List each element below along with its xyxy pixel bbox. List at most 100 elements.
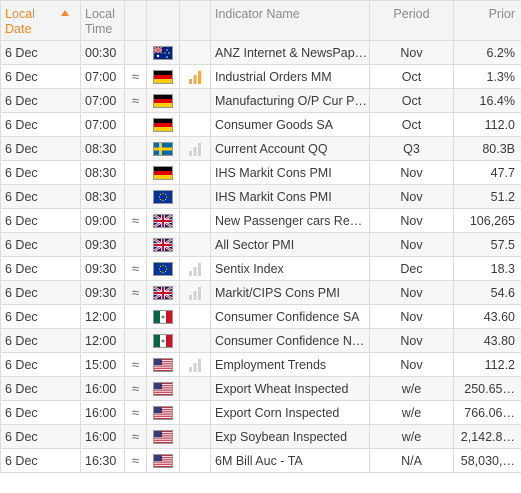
country-cell	[146, 304, 180, 329]
impact-cell	[179, 88, 211, 113]
country-cell	[146, 400, 180, 425]
column-header-local-date[interactable]: Local Date	[0, 0, 81, 41]
indicator-name-cell[interactable]: Sentix Index	[210, 256, 370, 281]
column-header-local-time[interactable]: Local Time	[80, 0, 125, 41]
indicator-name-cell[interactable]: New Passenger cars Reg…	[210, 208, 370, 233]
indicator-name-cell[interactable]: Industrial Orders MM	[210, 64, 370, 89]
date-cell: 6 Dec	[0, 256, 81, 281]
indicator-name-cell[interactable]: Current Account QQ	[210, 136, 370, 161]
indicator-name-cell[interactable]: All Sector PMI	[210, 232, 370, 257]
impact-cell	[179, 376, 211, 401]
time-cell: 15:00	[80, 352, 125, 377]
indicator-name-cell[interactable]: IHS Markit Cons PMI	[210, 160, 370, 185]
table-row[interactable]: 6 Dec 16:30 ≈6M Bill Auc - TA N/A 58,030,…	[0, 448, 521, 473]
table-row[interactable]: 6 Dec 16:00 ≈ Exp Soybean Inspected w/e 2,142…	[0, 424, 521, 449]
table-row[interactable]: 6 Dec 00:30 ANZ Internet & NewsPap… Nov 6.2%	[0, 40, 521, 65]
time-cell: 09:30	[80, 232, 125, 257]
column-header-period[interactable]: Period	[369, 0, 454, 41]
impact-cell	[179, 64, 211, 89]
impact-cell	[179, 352, 211, 377]
impact-cell	[179, 112, 211, 137]
revision-indicator: ≈	[124, 208, 147, 233]
period-cell: w/e	[369, 376, 454, 401]
table-row[interactable]: 6 Dec 09:30 All Sector PMI Nov 57.5	[0, 232, 521, 257]
table-row[interactable]: 6 Dec 08:30 IHS Markit Cons PMI Nov 47.7	[0, 160, 521, 185]
impact-cell	[179, 328, 211, 353]
table-row[interactable]: 6 Dec 08:30 IHS Markit Cons PMI Nov 51.2	[0, 184, 521, 209]
table-row[interactable]: 6 Dec 16:00 ≈ Export Wheat Inspected w/e 250.…	[0, 376, 521, 401]
table-row[interactable]: 6 Dec 07:00 Consumer Goods SA Oct 112.0	[0, 112, 521, 137]
indicator-name-cell[interactable]: Manufacturing O/P Cur P…	[210, 88, 370, 113]
date-cell: 6 Dec	[0, 208, 81, 233]
impact-cell	[179, 160, 211, 185]
time-cell: 12:00	[80, 304, 125, 329]
prior-cell: 58,030,…	[453, 448, 521, 473]
impact-cell	[179, 136, 211, 161]
indicator-name-cell[interactable]: Markit/CIPS Cons PMI	[210, 280, 370, 305]
period-cell: Nov	[369, 160, 454, 185]
table-row[interactable]: 6 Dec 09:30 ≈ Sentix Index Dec 18.3	[0, 256, 521, 281]
sort-ascending-icon	[61, 10, 69, 16]
table-row[interactable]: 6 Dec 08:30 Current Account QQ Q3 80.3B	[0, 136, 521, 161]
country-cell	[146, 376, 180, 401]
prior-cell: 106,265	[453, 208, 521, 233]
impact-bars-icon	[188, 286, 202, 300]
date-cell: 6 Dec	[0, 424, 81, 449]
table-row[interactable]: 6 Dec 07:00 ≈ Manufacturing O/P Cur P… Oct 16…	[0, 88, 521, 113]
prior-cell: 18.3	[453, 256, 521, 281]
germany-flag-icon	[153, 93, 173, 108]
country-cell	[146, 160, 180, 185]
table-row[interactable]: 6 Dec 12:00 Consumer Confidence SA Nov 43.60	[0, 304, 521, 329]
time-cell: 16:00	[80, 400, 125, 425]
table-row[interactable]: 6 Dec 15:00 ≈ Employment Trends Nov 112.2	[0, 352, 521, 377]
table-row[interactable]: 6 Dec 09:30 ≈ Markit/CIPS Cons PMI Nov 54.6	[0, 280, 521, 305]
impact-cell	[179, 256, 211, 281]
date-cell: 6 Dec	[0, 328, 81, 353]
indicator-name-cell[interactable]: Exp Soybean Inspected	[210, 424, 370, 449]
indicator-name-cell[interactable]: Consumer Goods SA	[210, 112, 370, 137]
revision-indicator: ≈	[124, 352, 147, 377]
period-cell: Nov	[369, 232, 454, 257]
impact-bars-icon	[188, 358, 202, 372]
impact-cell	[179, 400, 211, 425]
country-cell	[146, 88, 180, 113]
country-cell	[146, 184, 180, 209]
revision-indicator	[124, 232, 147, 257]
indicator-name-cell[interactable]: Consumer Confidence N…	[210, 328, 370, 353]
period-cell: w/e	[369, 424, 454, 449]
prior-label: Prior	[488, 7, 515, 21]
date-cell: 6 Dec	[0, 280, 81, 305]
date-cell: 6 Dec	[0, 64, 81, 89]
indicator-name-cell[interactable]: Employment Trends	[210, 352, 370, 377]
table-row[interactable]: 6 Dec 16:00 ≈ Export Corn Inspected w/e 766.0…	[0, 400, 521, 425]
table-row[interactable]: 6 Dec 07:00 ≈ Industrial Orders MM Oct 1.3%	[0, 64, 521, 89]
table-row[interactable]: 6 Dec 12:00 Consumer Confidence N… Nov 43.80	[0, 328, 521, 353]
european-union-flag-icon	[153, 189, 173, 204]
united-kingdom-flag-icon	[153, 237, 173, 252]
column-header-prior[interactable]: Prior	[453, 0, 521, 41]
revision-indicator	[124, 40, 147, 65]
time-cell: 09:30	[80, 256, 125, 281]
indicator-name-cell[interactable]: Export Corn Inspected	[210, 400, 370, 425]
time-cell: 16:30	[80, 448, 125, 473]
column-header-indicator-name[interactable]: Indicator Name	[210, 0, 370, 41]
indicator-name-cell[interactable]: Consumer Confidence SA	[210, 304, 370, 329]
period-cell: N/A	[369, 448, 454, 473]
country-cell	[146, 208, 180, 233]
impact-cell	[179, 232, 211, 257]
germany-flag-icon	[153, 69, 173, 84]
country-cell	[146, 448, 180, 473]
indicator-name-cell[interactable]: IHS Markit Cons PMI	[210, 184, 370, 209]
impact-bars-icon	[188, 262, 202, 276]
table-body: 6 Dec 00:30 ANZ Internet & NewsPap… Nov 6.2%…	[0, 40, 521, 473]
time-cell: 09:30	[80, 280, 125, 305]
date-cell: 6 Dec	[0, 448, 81, 473]
date-cell: 6 Dec	[0, 352, 81, 377]
table-row[interactable]: 6 Dec 09:00 ≈ New Passenger cars Reg… Nov 106…	[0, 208, 521, 233]
indicator-name-cell[interactable]: ANZ Internet & NewsPap…	[210, 40, 370, 65]
date-cell: 6 Dec	[0, 304, 81, 329]
indicator-name-cell[interactable]: 6M Bill Auc - TA	[210, 448, 370, 473]
indicator-name-cell[interactable]: Export Wheat Inspected	[210, 376, 370, 401]
country-cell	[146, 232, 180, 257]
column-header-country	[146, 0, 180, 41]
